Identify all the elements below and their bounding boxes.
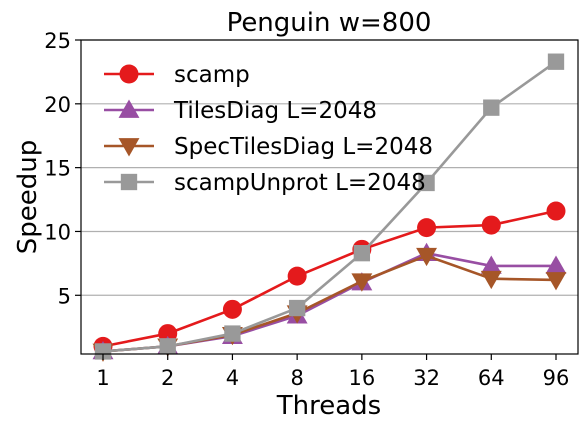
data-point: [288, 299, 306, 317]
x-tick-label: 64: [478, 366, 505, 390]
data-point: [483, 99, 500, 116]
y-tick-label: 5: [58, 284, 71, 308]
data-point: [417, 218, 437, 238]
data-point: [546, 201, 566, 221]
data-point: [94, 343, 112, 360]
data-point: [545, 272, 567, 291]
legend-entry: scampUnprot L=2048: [104, 170, 426, 196]
y-axis-label: Speedup: [13, 140, 43, 255]
series-line: [102, 209, 557, 348]
y-tick-label: 10: [44, 220, 71, 244]
data-point: [159, 338, 176, 355]
legend-marker: [118, 138, 140, 157]
y-tick-label: 20: [44, 93, 71, 117]
legend-label: SpecTilesDiag L=2048: [174, 134, 433, 160]
gridlines: [81, 39, 578, 296]
x-axis-label: Threads: [276, 391, 381, 421]
x-tick-label: 1: [96, 366, 109, 390]
legend-label: scampUnprot L=2048: [174, 170, 426, 196]
data-point: [351, 273, 373, 292]
y-tick-label: 15: [44, 157, 71, 181]
y-tick-label: 25: [44, 29, 71, 53]
legend: scamp TilesDiag L=2048 SpecTilesDiag L=204…: [104, 62, 433, 196]
data-point: [481, 215, 501, 235]
data-point: [287, 266, 307, 286]
legend-entry: scamp: [104, 62, 250, 88]
data-point: [547, 53, 565, 70]
series-3: [94, 53, 565, 360]
tick-labels: 5 10 15 20 25 1 2 4 8 16 32 64 96: [44, 29, 569, 390]
x-tick-label: 16: [348, 366, 375, 390]
legend-entry: TilesDiag L=2048: [104, 98, 377, 124]
legend-entry: SpecTilesDiag L=2048: [104, 134, 433, 160]
legend-marker: [120, 173, 138, 191]
axes: [75, 39, 579, 360]
data-point: [222, 299, 242, 319]
legend-label: scamp: [174, 62, 250, 88]
x-tick-label: 32: [413, 366, 440, 390]
data-point: [480, 255, 502, 274]
data-point: [353, 244, 371, 262]
data-point: [224, 325, 241, 342]
legend-marker: [119, 64, 139, 84]
x-tick-label: 8: [290, 366, 303, 390]
data-point: [480, 270, 502, 290]
x-tick-label: 96: [543, 366, 570, 390]
legend-label: TilesDiag L=2048: [173, 98, 377, 124]
series-lines: [92, 53, 567, 362]
series-line: [102, 60, 557, 353]
x-tick-label: 4: [226, 366, 239, 390]
x-tick-label: 2: [161, 366, 174, 390]
legend-marker: [118, 99, 140, 118]
chart-title: Penguin w=800: [227, 8, 432, 38]
data-point: [416, 247, 438, 267]
plot-frame: [80, 39, 579, 355]
data-point: [418, 174, 435, 192]
data-point: [545, 255, 567, 274]
